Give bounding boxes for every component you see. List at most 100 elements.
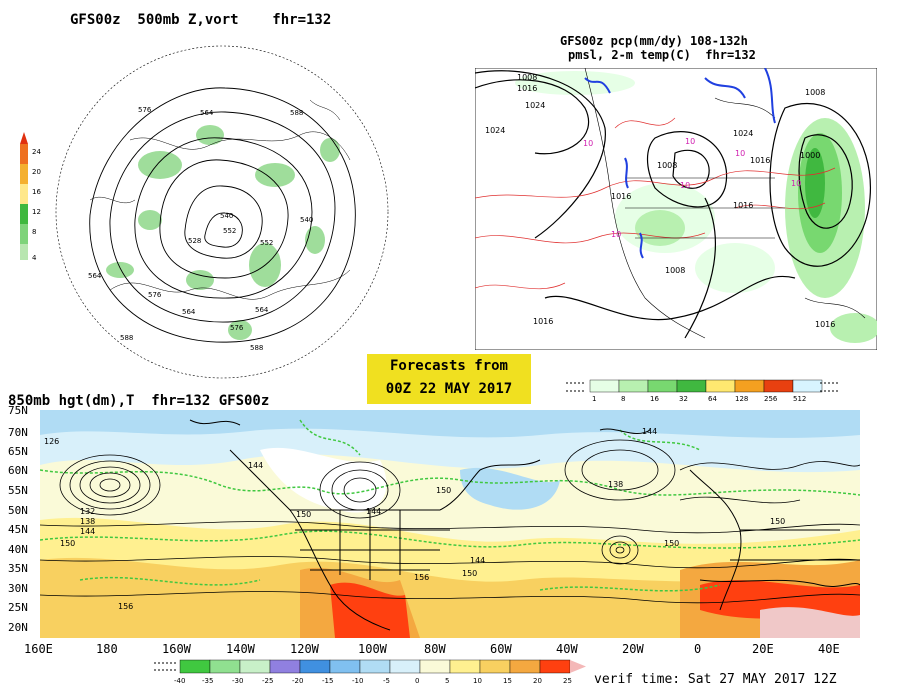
colorbar-tick: 512 [793, 395, 806, 403]
isobar-label: 1016 [733, 201, 753, 210]
colorbar-swatch [676, 379, 707, 393]
coastlines [189, 419, 860, 631]
colorbar-tick: 128 [735, 395, 748, 403]
colorbar-swatch [479, 659, 511, 674]
lat-label: 30N [8, 582, 28, 595]
polar-panel-title: GFS00z 500mb Z,vort fhr=132 [70, 12, 332, 28]
isobar-label: 1024 [733, 129, 753, 138]
height-label: 150 [664, 539, 679, 548]
isobar-label: 1016 [815, 320, 835, 329]
colorbar-tick: 20 [32, 168, 41, 176]
precip-panel-title-2: pmsl, 2-m temp(C) fhr=132 [568, 48, 756, 62]
snow-contours [584, 68, 776, 259]
height-label: 138 [608, 480, 623, 489]
isobar-label: 1008 [805, 88, 825, 97]
lat-label: 55N [8, 484, 28, 497]
height-label: 156 [118, 602, 133, 611]
height-label: 132 [80, 507, 95, 516]
contour-label: 564 [182, 308, 196, 316]
contour-label: 576 [148, 291, 162, 299]
height-label: 150 [60, 539, 75, 548]
height-label: 138 [80, 517, 95, 526]
colorbar-swatch [647, 379, 678, 393]
isobar-labels: 1008 1016 1024 1024 1024 1016 1008 1016 … [485, 73, 835, 329]
colorbar-swatch [20, 244, 28, 260]
colorbar-swatch [419, 659, 451, 674]
colorbar-swatch [239, 659, 271, 674]
main-850mb-map: 126 144 132 138 144 150 144 150 144 150 … [40, 410, 860, 638]
lat-label: 20N [8, 621, 28, 634]
colorbar-swatch [589, 379, 620, 393]
freezing-contours [40, 419, 860, 592]
colorbar-right-arrow [570, 660, 586, 673]
contour-label: 564 [200, 109, 214, 117]
lat-label: 45N [8, 523, 28, 536]
colorbar-swatch [20, 184, 28, 204]
colorbar-tick: 12 [32, 208, 41, 216]
temp-label: 10 [583, 139, 593, 148]
colorbar-tick: -30 [232, 677, 243, 685]
latitude-labels: 75N 70N 65N 60N 55N 50N 45N 40N 35N 30N … [8, 404, 42, 640]
colorbar-tick: -5 [383, 677, 390, 685]
colorbar-tick: 20 [533, 677, 542, 685]
colorbar-swatch [20, 164, 28, 184]
colorbar-tick: 16 [32, 188, 41, 196]
colorbar-tick: 5 [445, 677, 449, 685]
colorbar-tick: -15 [322, 677, 333, 685]
colorbar-swatch [763, 379, 794, 393]
lat-label: 25N [8, 601, 28, 614]
temp-label: 10 [735, 149, 745, 158]
colorbar-swatch [734, 379, 765, 393]
contour-label: 576 [230, 324, 244, 332]
colorbar-tick: 4 [32, 254, 37, 262]
lon-label: 20W [622, 642, 644, 656]
colorbar-tick: 24 [32, 148, 41, 156]
colorbar-swatch [20, 204, 28, 224]
isobar-label: 1016 [750, 156, 770, 165]
precip-map: 1008 1016 1024 1024 1024 1016 1008 1016 … [475, 68, 877, 350]
forecast-line-1: Forecasts from [389, 358, 508, 374]
precip-shading [515, 71, 877, 343]
lat-label: 35N [8, 562, 28, 575]
colorbar-tick: 8 [32, 228, 36, 236]
colorbar-swatch [449, 659, 481, 674]
colorbar-tick: 1 [592, 395, 596, 403]
polar-colorbar-svg: 24 20 16 12 8 4 [20, 132, 41, 262]
height-label: 150 [770, 517, 785, 526]
colorbar-swatch [705, 379, 736, 393]
colorbar-tick: -35 [202, 677, 213, 685]
lon-label: 80W [424, 642, 446, 656]
lon-label: 160W [162, 642, 191, 656]
contour-label: 564 [88, 272, 102, 280]
lat-label: 65N [8, 445, 28, 458]
height-label: 144 [366, 507, 381, 516]
isobar-label: 1008 [517, 73, 537, 82]
contour-label: 540 [300, 216, 313, 224]
temp-labels: 10 10 10 10 10 10 [583, 137, 801, 239]
colorbar-swatch [359, 659, 391, 674]
verif-time: verif time: Sat 27 MAY 2017 12Z [594, 672, 837, 687]
height-labels: 126 144 132 138 144 150 144 150 144 150 … [44, 427, 785, 611]
colorbar-swatch [618, 379, 649, 393]
main-panel-title: 850mb hgt(dm),T fhr=132 GFS00z [8, 393, 270, 409]
height-label: 144 [80, 527, 95, 536]
lon-label: 120W [290, 642, 319, 656]
colorbar-tick: 15 [503, 677, 512, 685]
polar-map-content [89, 87, 356, 343]
temperature-colorbar-swatches [179, 659, 571, 674]
contour-label: 588 [250, 344, 263, 352]
lat-label: 70N [8, 426, 28, 439]
coastlines [584, 68, 866, 339]
height-contours [89, 87, 356, 343]
lon-label: 0 [694, 642, 702, 656]
isobar-label: 1008 [665, 266, 685, 275]
isobars [475, 70, 871, 339]
contour-label: 588 [290, 109, 303, 117]
temp-label: 10 [791, 179, 801, 188]
contour-label: 540 [220, 212, 233, 220]
lon-label: 20E [752, 642, 774, 656]
lon-label: 40W [556, 642, 578, 656]
lat-label: 75N [8, 404, 28, 417]
colorbar-swatch [792, 379, 823, 393]
forecast-box: Forecasts from 00Z 22 MAY 2017 [367, 354, 531, 404]
